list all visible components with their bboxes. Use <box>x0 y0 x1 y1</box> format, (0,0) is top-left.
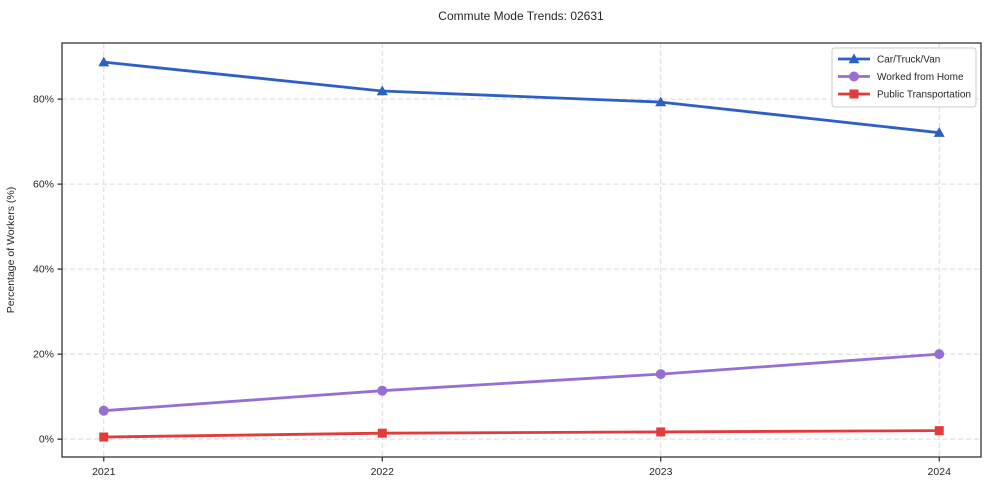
circle-marker <box>849 71 859 82</box>
y-tick-label: 40% <box>33 264 54 276</box>
square-marker <box>849 89 859 99</box>
legend-label: Public Transportation <box>877 90 971 101</box>
legend-box <box>831 47 977 108</box>
y-tick-label: 80% <box>33 94 54 106</box>
y-tick-label: 0% <box>39 434 54 446</box>
legend: Car/Truck/Van Worked from Home Public Tran… <box>831 47 977 108</box>
series-line <box>102 352 941 413</box>
square-marker <box>377 428 387 438</box>
series-line <box>102 60 941 135</box>
circle-marker <box>934 349 945 360</box>
triangle-marker <box>655 96 667 107</box>
circle-marker <box>377 385 388 396</box>
legend-item: Public Transportation <box>838 89 971 101</box>
x-tick-label: 2022 <box>371 466 395 478</box>
square-marker <box>934 426 944 436</box>
series-line <box>102 429 941 439</box>
series-public-transportation <box>99 426 944 442</box>
axis-tick-labels: 0% 20% 40% 60% 80% 2021 2022 2023 2024 <box>33 94 951 478</box>
legend-item: Car/Truck/Van <box>838 53 940 66</box>
x-tick-label: 2023 <box>649 466 673 478</box>
y-axis-label: Percentage of Workers (%) <box>5 187 17 313</box>
y-tick-label: 60% <box>33 179 54 191</box>
circle-marker <box>655 369 666 380</box>
circle-marker <box>98 405 109 416</box>
series-lines <box>98 56 945 442</box>
x-tick-label: 2024 <box>928 466 952 478</box>
square-marker <box>656 427 666 437</box>
axis-ticks <box>57 98 940 462</box>
x-tick-label: 2021 <box>92 466 116 478</box>
legend-item: Worked from Home <box>838 71 964 83</box>
series-worked-from-home <box>98 349 945 416</box>
triangle-marker <box>376 85 388 96</box>
legend-label: Worked from Home <box>877 72 964 83</box>
chart-title: Commute Mode Trends: 02631 <box>438 9 604 23</box>
triangle-marker <box>848 53 860 64</box>
legend-label: Car/Truck/Van <box>877 55 940 66</box>
triangle-marker <box>933 127 945 137</box>
series-car-truck-van <box>98 56 945 137</box>
y-tick-label: 20% <box>33 349 54 361</box>
triangle-marker <box>98 56 110 67</box>
square-marker <box>99 432 109 442</box>
plot-border <box>61 42 982 458</box>
